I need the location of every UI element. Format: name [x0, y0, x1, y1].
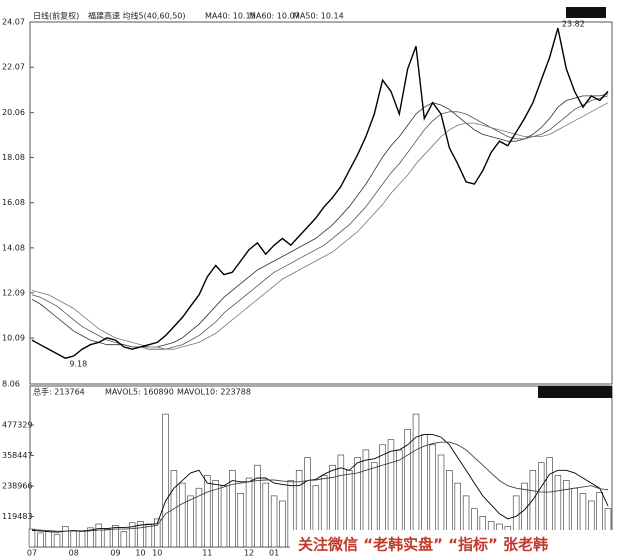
x-tick-label: 12: [244, 549, 254, 558]
legend-entry: MA60: 10.07: [249, 12, 300, 21]
chart-title: 总手: 213764: [33, 387, 85, 397]
volume-bar: [270, 495, 278, 548]
x-tick-label: 09: [110, 549, 120, 558]
volume-bar: [95, 523, 103, 548]
ma-line: [31, 95, 609, 350]
volume-bar: [279, 500, 286, 548]
volume-bar: [262, 482, 269, 548]
legend-entry: MAVOL10: 223788: [177, 388, 251, 397]
price-line: [31, 27, 609, 359]
volume-bar: [187, 495, 194, 548]
watermark: 关注微信 “老韩实盘” “指标” 张老韩: [298, 536, 548, 554]
x-tick-label: 07: [27, 549, 37, 558]
mavol-line: [31, 434, 609, 533]
volume-bar: [145, 523, 153, 548]
y-tick-label: 14.08: [2, 243, 25, 252]
corner-box: [538, 386, 612, 398]
y-tick-label: 358447: [2, 451, 33, 460]
volume-bar: [245, 477, 253, 548]
chart-title: 日线(前复权): [33, 11, 79, 21]
ma-line: [31, 93, 609, 348]
y-tick-label: 119483: [2, 512, 33, 521]
volume-bar: [153, 518, 161, 548]
legend-entry: MA50: 10.14: [293, 12, 344, 21]
mavol-line: [31, 441, 609, 532]
volume-bar: [112, 524, 119, 548]
volume-bar: [162, 413, 169, 548]
volume-bar: [37, 532, 44, 548]
annotation: 9.18: [69, 360, 87, 369]
x-tick-label: 10: [152, 549, 162, 558]
volume-bar: [128, 522, 136, 548]
corner-box: [566, 7, 606, 18]
volume-bar: [53, 533, 61, 548]
y-tick-label: 477329: [2, 421, 33, 430]
y-tick-label: 16.08: [2, 198, 25, 207]
x-tick-label: 08: [69, 549, 79, 558]
volume-bar: [120, 531, 128, 548]
volume-bar: [412, 413, 420, 548]
watermark-box: 关注微信 “老韩实盘” “指标” 张老韩: [290, 530, 619, 559]
volume-bar: [254, 464, 261, 548]
volume-bar: [103, 528, 111, 548]
legend-entry: MAVOL5: 160890: [105, 388, 174, 397]
volume-bar: [179, 482, 186, 548]
volume-bar: [78, 531, 86, 548]
x-tick-label: 11: [202, 549, 212, 558]
volume-bar: [195, 487, 203, 548]
y-tick-label: 18.08: [2, 153, 25, 162]
volume-bar: [70, 530, 77, 548]
price-frame: [29, 21, 613, 385]
volume-bar: [229, 470, 236, 548]
annotation: 23.82: [562, 20, 585, 29]
ma-line: [31, 102, 609, 350]
volume-bar: [237, 493, 244, 548]
y-tick-label: 20.06: [2, 108, 25, 117]
volume-bar: [220, 485, 228, 548]
volume-bar: [28, 528, 36, 548]
volume-bar: [87, 527, 94, 548]
legend-entry: MA40: 10.15: [205, 12, 256, 21]
chart-subtitle: 福建高速 均线5(40,60,50): [88, 11, 186, 21]
y-tick-label: 10.09: [2, 334, 25, 343]
x-tick-label: 01: [269, 549, 279, 558]
volume-bar: [45, 531, 52, 548]
y-tick-label: 238966: [2, 481, 33, 490]
volume-bar: [62, 526, 69, 548]
x-tick-label: 10: [135, 549, 145, 558]
volume-bar: [137, 521, 144, 548]
y-tick-label: 22.07: [2, 63, 25, 72]
volume-bar: [404, 429, 411, 548]
volume-bar: [204, 475, 211, 548]
y-tick-label: 24.07: [2, 18, 25, 27]
watermark-bg: [290, 530, 619, 559]
volume-bar: [212, 480, 219, 548]
y-tick-label: 8.06: [2, 380, 20, 389]
y-tick-label: 12.09: [2, 288, 25, 297]
